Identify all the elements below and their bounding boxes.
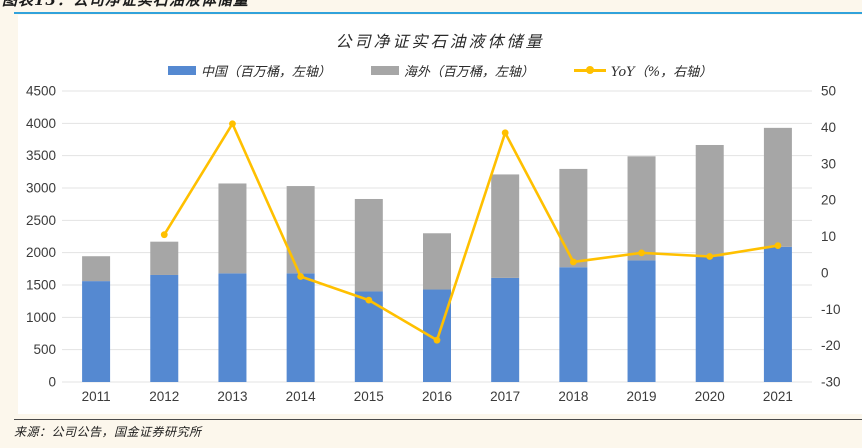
caption-underline-rule xyxy=(14,12,862,14)
china-bar-swatch-icon xyxy=(167,66,196,75)
yoy-marker-icon xyxy=(585,66,594,74)
bar-overseas-2013 xyxy=(218,183,247,274)
x-axis-label-2017: 2017 xyxy=(490,389,520,404)
yoy-line-swatch-icon xyxy=(573,66,606,74)
bar-china-2020 xyxy=(695,256,724,382)
right-axis-tick-10: 10 xyxy=(821,229,836,244)
legend-item-overseas: 海外（百万桶，左轴） xyxy=(370,61,534,80)
right-axis-tick-0: 0 xyxy=(821,265,829,280)
chart-plot-area: 050010001500200025003000350040004500-30-… xyxy=(26,84,841,405)
x-axis-label-2011: 2011 xyxy=(82,389,111,404)
figure-caption-text: 图表13：公司净证实石油液体储量 xyxy=(2,0,249,9)
bar-china-2021 xyxy=(763,246,792,382)
legend-item-china: 中国（百万桶，左轴） xyxy=(167,61,331,80)
bar-china-2013 xyxy=(218,273,247,382)
bar-overseas-2020 xyxy=(695,144,724,257)
x-axis-label-2014: 2014 xyxy=(286,389,317,404)
left-axis-tick-500: 500 xyxy=(33,342,56,357)
yoy-marker-2016 xyxy=(433,336,441,344)
left-axis-tick-3000: 3000 xyxy=(26,181,56,196)
source-note: 来源：公司公告，国金证券研究所 xyxy=(14,425,202,439)
bar-china-2011 xyxy=(82,281,111,382)
bar-overseas-2014 xyxy=(286,186,315,274)
yoy-marker-2018 xyxy=(569,258,577,266)
x-axis-label-2018: 2018 xyxy=(558,389,588,404)
bar-overseas-2012 xyxy=(150,241,179,275)
bar-overseas-2021 xyxy=(763,127,792,247)
figure-caption: 图表13：公司净证实石油液体储量 xyxy=(2,0,562,9)
legend-label-yoy: YoY（%，右轴） xyxy=(610,65,713,80)
x-axis-label-2016: 2016 xyxy=(422,389,452,404)
x-axis-label-2020: 2020 xyxy=(695,389,725,404)
yoy-marker-2021 xyxy=(774,242,782,249)
legend-label-china: 中国（百万桶，左轴） xyxy=(200,65,331,80)
left-axis-tick-4500: 4500 xyxy=(26,84,56,99)
left-axis-tick-4000: 4000 xyxy=(26,116,56,131)
yoy-marker-2015 xyxy=(365,296,373,304)
x-axis-label-2019: 2019 xyxy=(627,389,657,404)
bar-overseas-2011 xyxy=(82,256,111,282)
footer-rule xyxy=(14,419,862,420)
bar-china-2018 xyxy=(559,267,588,382)
chart-legend: 中国（百万桶，左轴） 海外（百万桶，左轴） YoY（%，右轴） xyxy=(18,61,862,80)
yoy-marker-2013 xyxy=(229,120,236,128)
left-axis-tick-2000: 2000 xyxy=(26,245,56,260)
yoy-marker-2014 xyxy=(297,273,305,280)
right-axis-tick--20: -20 xyxy=(821,338,841,353)
bar-china-2014 xyxy=(286,273,315,382)
overseas-bar-swatch-icon xyxy=(370,66,399,75)
x-axis-label-2013: 2013 xyxy=(217,389,247,404)
left-axis-tick-3500: 3500 xyxy=(26,148,56,163)
x-axis-label-2012: 2012 xyxy=(149,389,179,404)
bar-overseas-2016 xyxy=(423,233,451,290)
legend-label-overseas: 海外（百万桶，左轴） xyxy=(403,65,534,80)
bar-china-2017 xyxy=(491,277,520,382)
bar-overseas-2019 xyxy=(627,156,656,261)
chart-panel: 公司净证实石油液体储量 中国（百万桶，左轴） 海外（百万桶，左轴） YoY（%，… xyxy=(18,15,862,414)
right-axis-tick-30: 30 xyxy=(821,156,836,171)
left-axis-tick-1500: 1500 xyxy=(26,278,56,293)
yoy-marker-2012 xyxy=(160,231,168,239)
yoy-marker-2017 xyxy=(501,129,509,137)
x-axis-label-2021: 2021 xyxy=(763,389,793,404)
left-axis-tick-1000: 1000 xyxy=(26,310,56,325)
bar-overseas-2018 xyxy=(559,168,588,268)
right-axis-tick-40: 40 xyxy=(821,120,836,135)
bar-overseas-2015 xyxy=(354,198,383,292)
yoy-line xyxy=(162,122,780,342)
bar-china-2019 xyxy=(627,260,656,382)
x-axis-label-2015: 2015 xyxy=(354,389,384,404)
right-axis-tick-20: 20 xyxy=(821,193,836,208)
legend-item-yoy: YoY（%，右轴） xyxy=(573,61,713,80)
yoy-marker-2019 xyxy=(638,249,645,257)
yoy-marker-2020 xyxy=(706,253,714,260)
left-axis-tick-0: 0 xyxy=(48,375,56,390)
bar-overseas-2017 xyxy=(491,174,520,278)
right-axis-tick-50: 50 xyxy=(821,84,836,99)
chart-title: 公司净证实石油液体储量 xyxy=(335,32,545,51)
bar-china-2012 xyxy=(150,274,179,382)
left-axis-tick-2500: 2500 xyxy=(26,213,56,228)
right-axis-tick--30: -30 xyxy=(821,375,841,390)
right-axis-tick--10: -10 xyxy=(821,302,841,317)
